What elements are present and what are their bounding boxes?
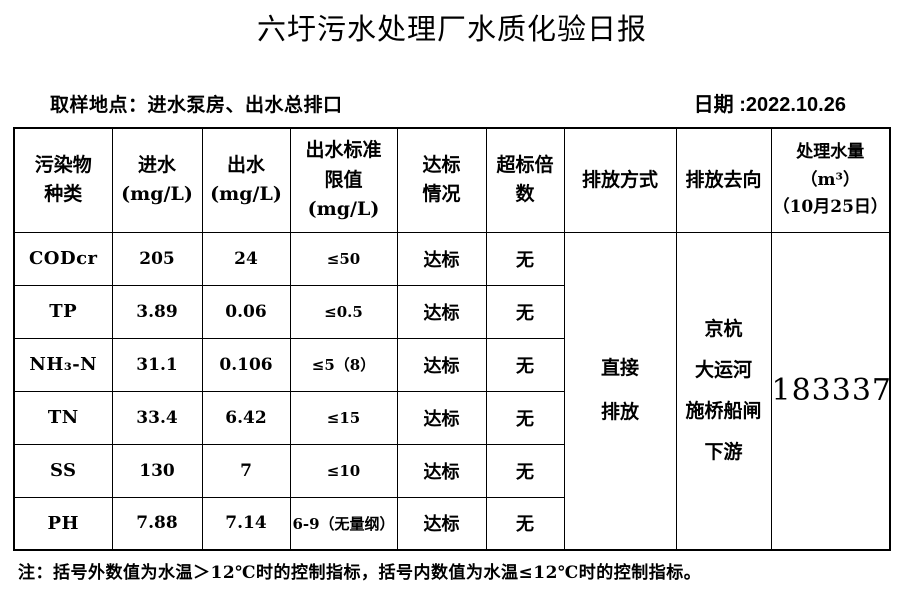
cell-compliance-status: 达标 (396, 390, 487, 445)
header-discharge-destination: 排放去向 (675, 127, 772, 233)
cell-effluent-value: 0.106 (201, 337, 291, 392)
cell-effluent-value: 7.14 (201, 496, 291, 551)
cell-effluent-value: 0.06 (201, 284, 291, 339)
table-row: CODcr 205 24 ≤50 达标 无 直接 排放 京杭 大运河 施桥船闸 … (13, 231, 891, 551)
cell-influent-value: 7.88 (111, 496, 203, 551)
cell-limit-value: 6-9（无量纲） (289, 496, 398, 551)
header-influent: 进水 (mg/L) (111, 127, 203, 233)
water-quality-table: 污染物 种类 进水 (mg/L) 出水 (mg/L) 出水标准 限值 (mg/L… (13, 127, 891, 551)
table-row: TP 3.89 0.06 ≤0.5 达标 无 (13, 284, 890, 339)
cell-compliance-status: 达标 (396, 231, 487, 286)
cell-effluent-value: 6.42 (201, 390, 291, 445)
cell-influent-value: 33.4 (111, 390, 203, 445)
header-row: 污染物 种类 进水 (mg/L) 出水 (mg/L) 出水标准 限值 (mg/L… (13, 127, 891, 233)
report-date-label: 日期 :2022.10.26 (693, 94, 846, 116)
cell-pollutant-name: TP (13, 284, 113, 339)
cell-influent-value: 3.89 (111, 284, 203, 339)
sampling-location-label: 取样地点：进水泵房、出水总排口 (50, 94, 343, 116)
cell-compliance-status: 达标 (396, 284, 487, 339)
cell-limit-value: ≤10 (289, 443, 398, 498)
cell-limit-value: ≤50 (289, 231, 398, 286)
header-effluent: 出水 (mg/L) (201, 127, 291, 233)
header-exceedance-multiple: 超标倍 数 (485, 127, 565, 233)
footnote: 注：括号外数值为水温＞12℃时的控制指标，括号内数值为水温≤12℃时的控制指标。 (18, 563, 702, 583)
cell-influent-value: 130 (111, 443, 203, 498)
table-row: SS 130 7 ≤10 达标 无 (13, 443, 890, 498)
cell-pollutant-name: NH₃-N (13, 337, 113, 392)
cell-discharge-destination: 京杭 大运河 施桥船闸 下游 (675, 231, 772, 551)
cell-exceedance-value: 无 (485, 496, 565, 551)
cell-exceedance-value: 无 (485, 390, 565, 445)
cell-pollutant-name: CODcr (13, 231, 113, 286)
cell-limit-value: ≤5（8） (289, 337, 398, 392)
cell-exceedance-value: 无 (485, 231, 565, 286)
cell-effluent-value: 24 (201, 231, 291, 286)
meta-row: 取样地点：进水泵房、出水总排口 日期 :2022.10.26 (50, 88, 846, 117)
cell-exceedance-value: 无 (485, 337, 565, 392)
cell-influent-value: 31.1 (111, 337, 203, 392)
header-discharge-method: 排放方式 (563, 127, 677, 233)
cell-compliance-status: 达标 (396, 443, 487, 498)
cell-limit-value: ≤0.5 (289, 284, 398, 339)
cell-limit-value: ≤15 (289, 390, 398, 445)
cell-effluent-value: 7 (201, 443, 291, 498)
cell-pollutant-name: TN (13, 390, 113, 445)
report-title: 六圩污水处理厂水质化验日报 (256, 12, 647, 46)
cell-exceedance-value: 无 (485, 284, 565, 339)
header-compliance: 达标 情况 (396, 127, 487, 233)
header-pollutant-type: 污染物 种类 (13, 127, 113, 233)
cell-treated-volume: 183337 (770, 231, 891, 551)
header-treated-volume: 处理水量 （m³） （10月25日） (770, 127, 891, 233)
cell-compliance-status: 达标 (396, 337, 487, 392)
cell-exceedance-value: 无 (485, 443, 565, 498)
cell-pollutant-name: PH (13, 496, 113, 551)
cell-discharge-method: 直接 排放 (563, 231, 677, 551)
cell-compliance-status: 达标 (396, 496, 487, 551)
table-row: PH 7.88 7.14 6-9（无量纲） 达标 无 (13, 496, 890, 551)
header-effluent-limit: 出水标准 限值 (mg/L) (289, 127, 398, 233)
cell-pollutant-name: SS (13, 443, 113, 498)
table-row: TN 33.4 6.42 ≤15 达标 无 (13, 390, 890, 445)
cell-influent-value: 205 (111, 231, 203, 286)
table-row: NH₃-N 31.1 0.106 ≤5（8） 达标 无 (13, 337, 890, 392)
